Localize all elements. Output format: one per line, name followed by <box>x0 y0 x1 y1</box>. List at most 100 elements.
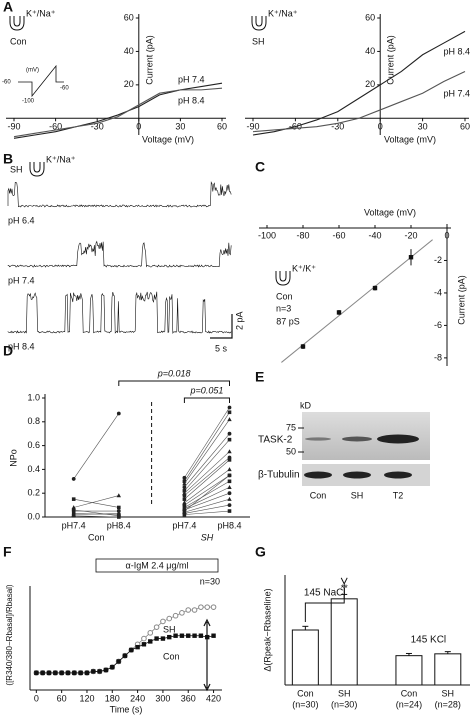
x-tick-label: 240 <box>130 693 145 703</box>
marker <box>122 653 128 658</box>
marker <box>46 670 52 676</box>
point <box>116 411 121 416</box>
row-label: TASK-2 <box>258 435 293 446</box>
marker <box>40 670 45 676</box>
y-tick-label: 40 <box>124 46 134 56</box>
marker <box>167 634 172 640</box>
x-tick-label: -80 <box>296 230 309 240</box>
marker <box>186 633 191 638</box>
channel-icon <box>275 271 291 286</box>
marker <box>91 669 96 674</box>
inset-label: -60 <box>2 80 11 86</box>
marker <box>198 633 204 638</box>
point <box>227 410 232 415</box>
ion-label: K⁺/Na⁺ <box>26 8 56 18</box>
marker <box>147 630 154 636</box>
y-axis-label: Current (pA) <box>385 35 395 85</box>
x-tick-label: pH8.4 <box>217 520 241 530</box>
lane-label: SH <box>351 490 364 500</box>
marker <box>129 647 134 653</box>
point <box>182 512 187 517</box>
point <box>227 417 232 422</box>
lane-label: Con <box>310 490 327 500</box>
point <box>71 477 76 481</box>
point <box>116 493 121 498</box>
x-tick-label: -30 <box>331 122 344 132</box>
x-tick-label: -60 <box>332 230 345 240</box>
point <box>227 484 232 489</box>
point <box>71 514 76 518</box>
pair-line <box>184 492 230 511</box>
scale-label: 5 s <box>215 343 228 353</box>
group-label: SH <box>201 532 214 542</box>
panel-letter: E <box>255 369 264 385</box>
bar <box>291 629 319 686</box>
row-label: β-Tubulin <box>258 470 300 481</box>
annotation: p=0.018 <box>157 368 191 378</box>
point <box>71 505 76 510</box>
pair-line <box>184 451 230 494</box>
marker <box>72 670 77 676</box>
pair-line <box>73 515 119 518</box>
y-tick-label: 20 <box>124 79 134 89</box>
pair-line <box>184 510 230 515</box>
mw-marker: 75 <box>286 422 296 432</box>
point <box>117 515 121 519</box>
marker <box>141 642 147 647</box>
marker <box>65 670 71 676</box>
x-tick-label: 30 <box>418 122 428 132</box>
bar <box>434 653 462 686</box>
trace-label: pH 6.4 <box>8 215 35 225</box>
x-tick-label: 0 <box>34 693 39 703</box>
y-tick-label: 40 <box>365 46 375 56</box>
pair-line <box>184 504 230 514</box>
x-tick-label: pH7.4 <box>172 520 196 530</box>
icon-label: SH <box>10 164 23 174</box>
y-axis-label: Δ(Rpeak−Rbaseline) <box>262 588 272 671</box>
point <box>182 485 187 490</box>
point <box>372 285 378 291</box>
x-tick-label: -30 <box>91 122 104 132</box>
ion-label: K⁺/Na⁺ <box>268 8 298 18</box>
pair-line <box>73 513 119 515</box>
bar <box>395 655 423 686</box>
point <box>227 491 232 496</box>
ion-label: K⁺/K⁺ <box>292 263 316 273</box>
current-trace <box>7 291 232 334</box>
bracket <box>183 397 230 403</box>
x-tick-label: -100 <box>258 230 276 240</box>
series-line <box>13 82 223 139</box>
x-tick-label: SH <box>338 688 351 698</box>
channel-icon <box>251 16 267 31</box>
panel-letter: B <box>3 151 13 167</box>
x-tick-label: Con <box>297 688 314 698</box>
y-tick-label: -4 <box>434 287 442 297</box>
point <box>116 509 121 513</box>
point <box>117 505 121 510</box>
x-tick-label: -40 <box>368 230 381 240</box>
panel-letter: D <box>3 343 13 359</box>
y-tick-label: 0.2 <box>27 488 40 498</box>
marker <box>135 644 140 650</box>
point <box>182 497 187 501</box>
point <box>182 479 187 484</box>
icon-label: SH <box>252 36 265 46</box>
series-label: pH 7.4 <box>443 88 470 98</box>
pair-line <box>73 498 119 508</box>
panel-letter: G <box>255 544 266 560</box>
group-label: Con <box>88 532 105 542</box>
point <box>182 500 187 505</box>
series-line <box>252 30 466 136</box>
panel-letter: F <box>3 544 12 560</box>
series-label: SH <box>163 624 176 634</box>
sample-size: (n=28) <box>435 699 461 709</box>
marker <box>192 633 197 638</box>
bracket <box>304 577 348 622</box>
band <box>305 437 331 441</box>
band <box>377 434 419 444</box>
x-tick-label: 0 <box>378 122 383 132</box>
annotation: ** <box>341 583 349 593</box>
x-axis-label: Time (s) <box>110 704 143 714</box>
x-tick-label: 180 <box>105 693 120 703</box>
x-tick-label: pH8.4 <box>107 520 131 530</box>
